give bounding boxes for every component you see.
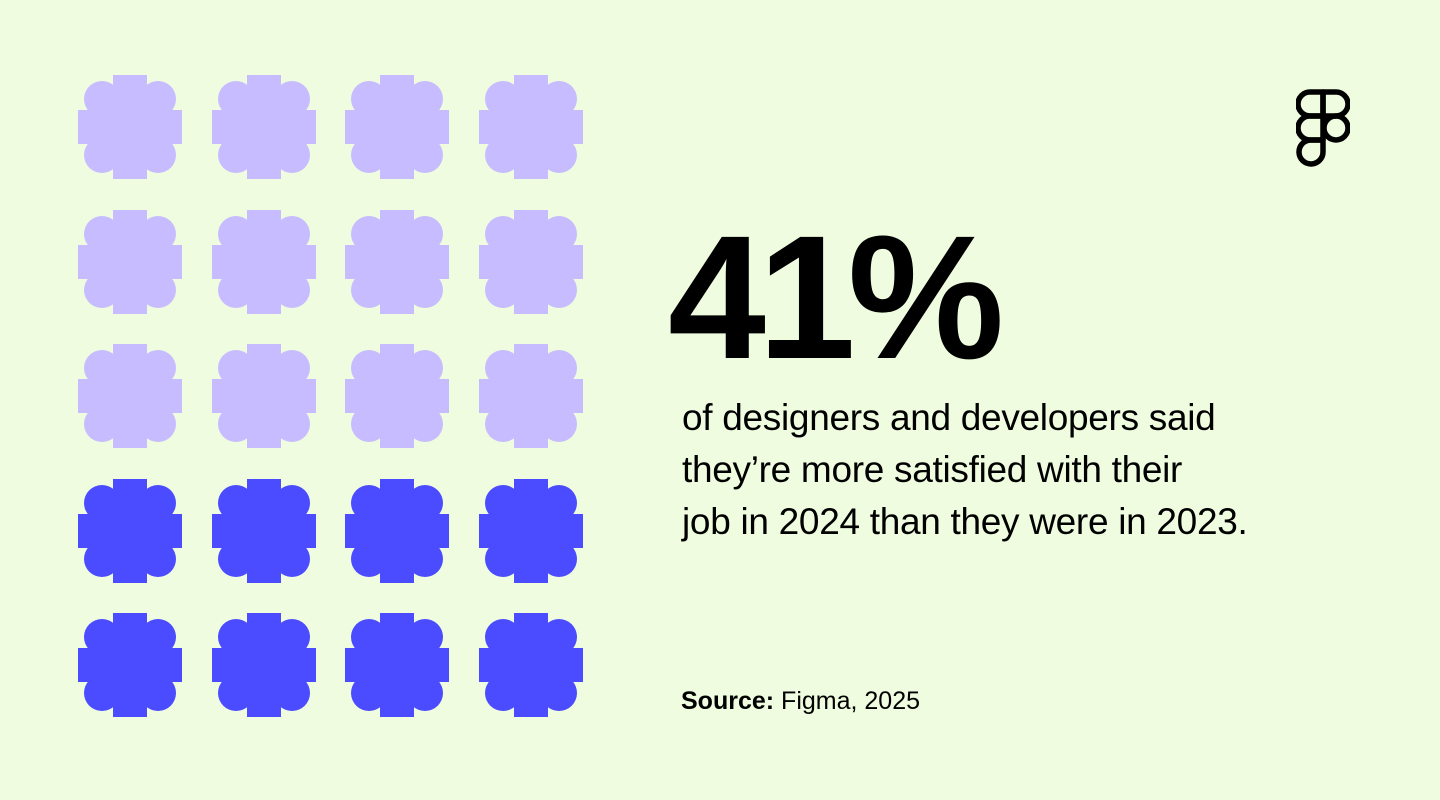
pictograph-grid xyxy=(78,75,584,717)
flower-person-icon xyxy=(211,344,316,448)
statistic-line: of designers and developers said xyxy=(682,397,1216,438)
flower-person-icon xyxy=(78,478,182,583)
flower-person-icon xyxy=(345,75,450,179)
flower-person-icon xyxy=(78,209,182,314)
figma-logo-icon xyxy=(1296,88,1350,168)
flower-person-icon xyxy=(345,478,450,583)
source-label: Source: xyxy=(681,687,775,715)
statistic-line: job in 2024 than they were in 2023. xyxy=(682,501,1248,542)
source-text: Figma, 2025 xyxy=(781,687,921,715)
flower-person-icon xyxy=(479,209,584,314)
flower-person-icon xyxy=(345,613,450,717)
statistic-description: of designers and developers said they’re… xyxy=(682,392,1322,548)
flower-person-icon xyxy=(345,209,450,314)
flower-person-icon xyxy=(211,478,316,583)
flower-person-icon xyxy=(479,344,584,448)
flower-person-icon xyxy=(479,478,584,583)
flower-person-icon xyxy=(78,613,182,717)
flower-person-icon xyxy=(479,75,584,179)
flower-person-icon xyxy=(211,209,316,314)
flower-person-icon xyxy=(345,344,450,448)
flower-person-icon xyxy=(479,613,584,717)
flower-person-icon xyxy=(211,75,316,179)
headline-percentage: 41% xyxy=(668,200,1004,396)
flower-person-icon xyxy=(78,75,182,179)
flower-person-icon xyxy=(211,613,316,717)
statistic-line: they’re more satisfied with their xyxy=(682,449,1183,490)
flower-person-icon xyxy=(78,344,182,448)
source-citation: Source: Figma, 2025 xyxy=(681,686,920,716)
